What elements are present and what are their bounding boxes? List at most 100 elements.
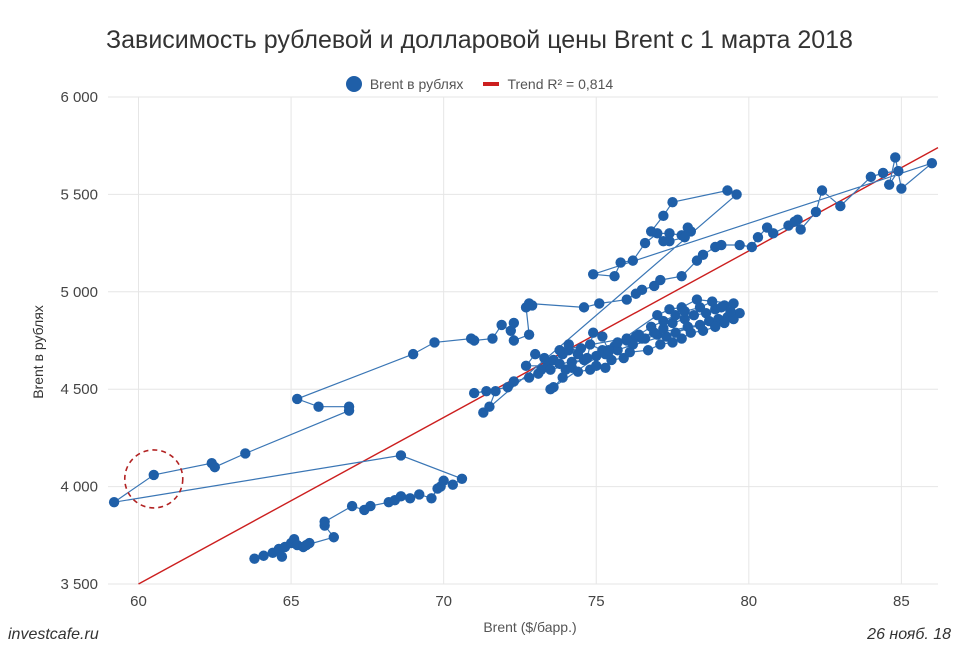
data-point (609, 271, 620, 282)
legend-item-trend[interactable]: Trend R² = 0,814 (483, 76, 613, 92)
legend-marker-line (483, 82, 500, 86)
data-point (563, 339, 574, 350)
data-point (597, 331, 608, 342)
data-point (728, 298, 739, 309)
x-axis: 60 65 70 75 80 85 (130, 593, 910, 610)
data-point (581, 352, 593, 364)
data-point (508, 376, 520, 387)
data-point (746, 241, 758, 253)
data-point (484, 401, 495, 412)
data-point (404, 493, 416, 504)
data-point (835, 200, 846, 212)
data-point (572, 366, 584, 377)
data-point (523, 329, 535, 340)
x-tick-label: 85 (893, 593, 910, 610)
data-point (291, 393, 303, 405)
data-point (716, 239, 727, 251)
x-tick-label: 80 (740, 593, 757, 610)
data-point (768, 228, 779, 239)
data-point (490, 385, 501, 397)
data-point (789, 216, 800, 227)
data-point (615, 257, 626, 268)
data-point (468, 387, 480, 399)
source-label: investcafe.ru (8, 626, 99, 643)
data-point (429, 337, 440, 348)
data-point (612, 345, 623, 356)
data-point (694, 302, 706, 313)
x-axis-label: Brent ($/барр.) (483, 619, 577, 635)
data-point (621, 294, 632, 305)
data-point (752, 232, 764, 243)
legend-item-series[interactable]: Brent в рублях (345, 76, 463, 92)
data-point (594, 298, 605, 309)
data-point (313, 401, 324, 412)
data-point (258, 550, 269, 561)
data-point (530, 348, 541, 360)
highlight-circle (123, 449, 184, 509)
data-point (655, 339, 666, 350)
data-point (591, 360, 602, 372)
data-point (447, 479, 459, 490)
data-point (523, 372, 535, 383)
data-point (679, 313, 690, 325)
data-point (816, 185, 828, 196)
data-point (896, 183, 907, 194)
data-point (539, 352, 550, 364)
data-point (148, 469, 159, 481)
data-point (627, 255, 639, 266)
data-point (606, 354, 617, 366)
data-point (926, 158, 938, 169)
data-point (533, 368, 544, 379)
data-point (584, 339, 596, 350)
data-point (676, 333, 687, 344)
y-tick-label: 6 000 (60, 89, 98, 106)
data-point (395, 491, 407, 502)
data-point (487, 333, 498, 344)
data-point (209, 461, 221, 473)
data-point (624, 346, 636, 358)
data-point (728, 313, 739, 325)
data-point (670, 309, 681, 321)
data-point (621, 333, 632, 344)
data-point (554, 345, 565, 356)
chart-title: Зависимость рублевой и долларовой цены B… (106, 26, 853, 54)
data-point (697, 325, 709, 336)
data-point (655, 274, 666, 286)
data-point (725, 306, 736, 317)
data-point (645, 226, 657, 237)
data-point (591, 350, 602, 362)
data-point (587, 327, 599, 338)
data-point (108, 496, 120, 508)
data-point (667, 196, 678, 208)
y-tick-label: 4 500 (60, 381, 98, 398)
data-point (508, 317, 520, 329)
x-tick-label: 65 (283, 593, 300, 610)
data-point (710, 321, 721, 333)
data-point (716, 302, 727, 313)
y-axis: 3 500 4 000 4 500 5 000 5 500 6 000 (60, 89, 98, 593)
data-point (496, 319, 507, 331)
data-point (505, 325, 516, 336)
data-point (249, 553, 260, 564)
data-point (658, 323, 669, 335)
data-point (343, 401, 355, 412)
data-point (438, 475, 449, 486)
data-point (414, 489, 425, 500)
data-point (365, 500, 376, 512)
legend-marker-dot (345, 76, 362, 92)
data-point (734, 239, 745, 251)
data-point (883, 179, 895, 190)
data-point (578, 302, 590, 313)
y-tick-label: 3 500 (60, 576, 98, 593)
data-point (688, 309, 700, 321)
data-point (639, 237, 651, 249)
data-point (706, 296, 718, 307)
data-point (603, 345, 614, 356)
data-point (600, 362, 611, 373)
data-point (679, 232, 690, 243)
data-point (548, 382, 559, 393)
data-point (679, 306, 690, 317)
data-point (658, 315, 669, 327)
x-tick-label: 75 (588, 593, 605, 610)
annotations (123, 449, 184, 509)
